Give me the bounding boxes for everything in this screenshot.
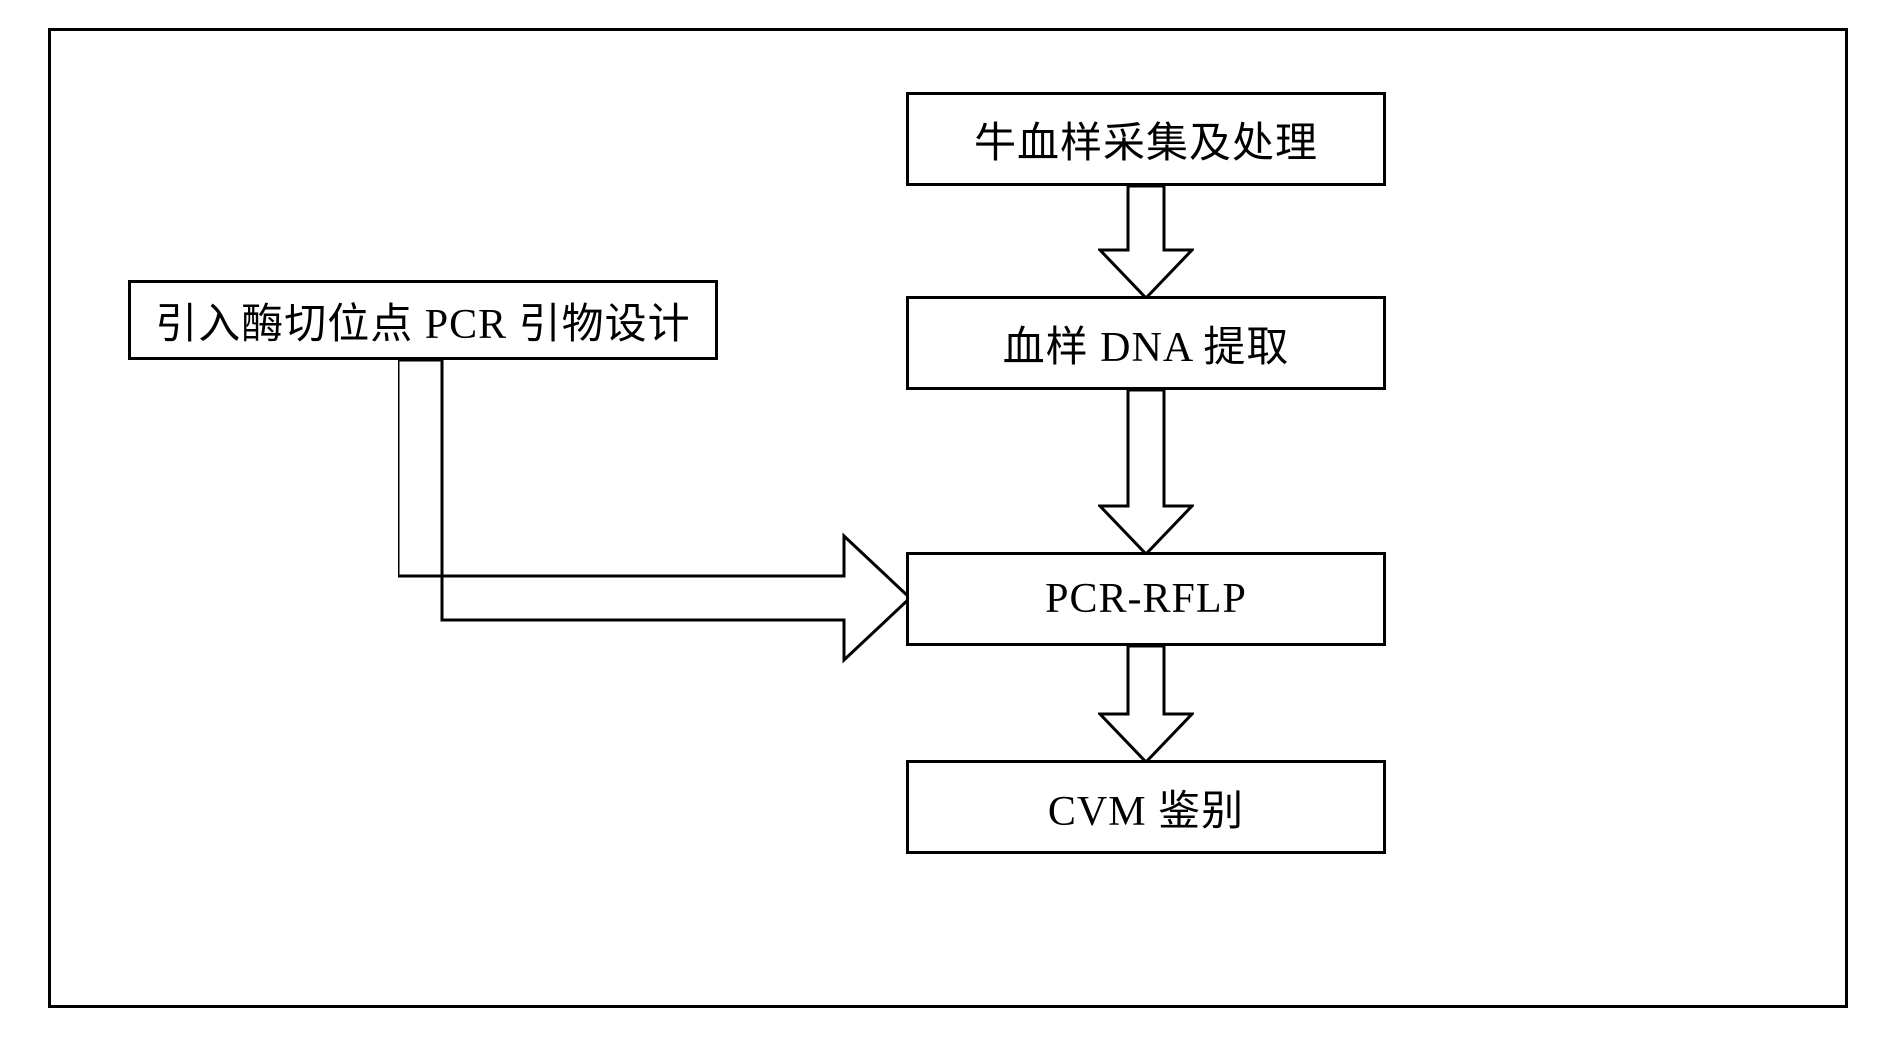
node-step2: 血样 DNA 提取 (906, 296, 1386, 390)
node-step1-label: 牛血样采集及处理 (974, 109, 1318, 170)
arrow-step3-to-step4 (1098, 646, 1194, 764)
node-side-input-label: 引入酶切位点 PCR 引物设计 (155, 290, 690, 351)
node-step3: PCR-RFLP (906, 552, 1386, 646)
node-step2-label: 血样 DNA 提取 (1003, 313, 1290, 374)
arrow-step1-to-step2 (1098, 186, 1194, 300)
node-step4: CVM 鉴别 (906, 760, 1386, 854)
arrow-step2-to-step3 (1098, 390, 1194, 556)
node-side-input: 引入酶切位点 PCR 引物设计 (128, 280, 718, 360)
node-step3-label: PCR-RFLP (1045, 575, 1247, 623)
node-step1: 牛血样采集及处理 (906, 92, 1386, 186)
node-step4-label: CVM 鉴别 (1048, 777, 1244, 838)
arrow-side-to-step3 (398, 360, 914, 670)
